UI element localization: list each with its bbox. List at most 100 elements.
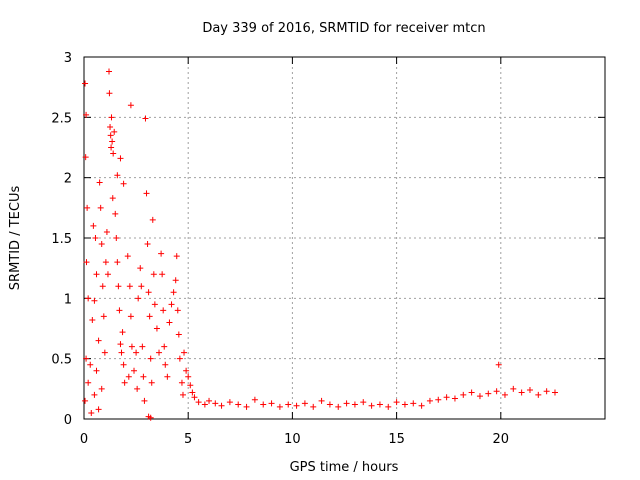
data-point	[108, 144, 115, 151]
data-point	[91, 297, 98, 304]
data-point	[153, 325, 160, 332]
data-point	[115, 283, 122, 290]
data-point	[103, 228, 110, 235]
x-tick-label: 0	[80, 432, 88, 447]
data-point	[131, 367, 138, 374]
data-point	[185, 373, 192, 380]
data-point	[102, 259, 109, 266]
data-point	[201, 401, 208, 408]
data-point	[83, 111, 90, 118]
data-point	[156, 349, 163, 356]
data-point	[493, 388, 500, 395]
data-point	[112, 210, 119, 217]
data-point	[146, 313, 153, 320]
data-point	[176, 355, 183, 362]
data-point	[175, 331, 182, 338]
data-point	[191, 394, 198, 401]
data-point	[116, 307, 123, 314]
data-point	[114, 172, 121, 179]
data-point	[301, 400, 308, 407]
y-tick-label: 2.5	[51, 111, 72, 126]
y-tick-label: 3	[64, 51, 72, 66]
data-point	[144, 241, 151, 248]
data-point	[168, 301, 175, 308]
data-point	[118, 349, 125, 356]
data-point	[120, 180, 127, 187]
data-point	[117, 155, 124, 162]
y-tick-label: 1	[64, 292, 72, 307]
data-point	[91, 391, 98, 398]
data-point	[543, 388, 550, 395]
data-point	[142, 115, 149, 122]
data-point	[326, 401, 333, 408]
data-point	[318, 397, 325, 404]
data-point	[243, 403, 250, 410]
data-point	[124, 253, 131, 260]
data-point	[92, 235, 99, 241]
data-point	[117, 341, 124, 348]
data-point	[83, 259, 90, 266]
data-point	[95, 406, 102, 413]
data-point	[468, 389, 475, 396]
data-point	[178, 379, 185, 386]
data-point	[100, 313, 107, 320]
data-point	[101, 349, 108, 356]
data-point	[82, 80, 89, 87]
data-point	[351, 401, 358, 408]
data-point	[166, 319, 173, 326]
data-point	[93, 367, 100, 374]
y-tick-label: 0	[64, 413, 72, 428]
data-point	[98, 385, 105, 392]
data-point	[98, 241, 105, 248]
data-point	[360, 399, 367, 406]
data-point	[82, 154, 89, 161]
data-point	[343, 400, 350, 407]
data-point	[108, 114, 115, 121]
data-point	[137, 265, 144, 272]
data-point	[206, 397, 213, 404]
data-point	[126, 283, 133, 290]
data-point	[147, 414, 154, 421]
data-point	[172, 277, 179, 284]
data-point	[393, 399, 400, 406]
data-point	[151, 301, 158, 308]
data-point	[143, 190, 150, 197]
data-point	[181, 349, 188, 356]
data-point	[189, 389, 196, 396]
data-point	[109, 138, 116, 145]
data-point	[218, 402, 225, 409]
data-point	[435, 396, 442, 403]
data-point	[535, 391, 542, 398]
data-point	[158, 250, 165, 257]
data-point	[410, 400, 417, 407]
data-point	[385, 403, 392, 410]
data-point	[164, 373, 171, 380]
data-point	[147, 355, 154, 362]
data-point	[335, 403, 342, 410]
chart-title: Day 339 of 2016, SRMTID for receiver mtc…	[202, 21, 485, 36]
y-tick-label: 2	[64, 172, 72, 187]
data-point	[87, 361, 94, 368]
data-point	[368, 402, 375, 409]
data-point	[85, 295, 92, 302]
data-point	[485, 390, 492, 397]
data-point	[401, 401, 408, 408]
data-point	[501, 391, 508, 398]
data-point	[120, 361, 127, 368]
data-point	[526, 387, 533, 394]
data-point	[119, 329, 126, 336]
data-point	[551, 389, 558, 396]
data-point	[93, 271, 100, 278]
data-point	[276, 403, 283, 410]
data-point	[127, 102, 134, 109]
data-point	[235, 401, 242, 408]
data-point	[128, 343, 135, 350]
data-point	[293, 402, 300, 409]
data-point	[443, 394, 450, 401]
data-point	[150, 271, 157, 278]
data-point	[89, 317, 96, 324]
data-point	[183, 367, 190, 374]
data-point	[141, 397, 148, 404]
data-point	[518, 389, 525, 396]
